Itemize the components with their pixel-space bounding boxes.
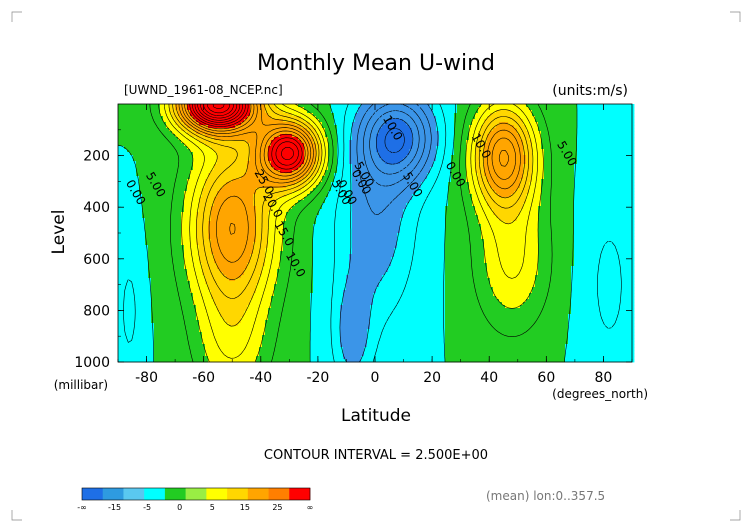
- contour-line: [194, 103, 294, 160]
- colorbar-swatch: [144, 488, 166, 500]
- colorbar-swatch: [102, 488, 124, 500]
- contour-line: [369, 110, 420, 175]
- contour-interval-note: CONTOUR INTERVAL = 2.500E+00: [264, 448, 488, 463]
- x-tick-label: 0: [371, 370, 380, 386]
- colorbar-swatch: [82, 488, 104, 500]
- x-tick-label: 20: [423, 370, 441, 386]
- contour-line: [117, 103, 578, 363]
- colorbar-swatch: [206, 488, 228, 500]
- contour-line: [123, 103, 622, 363]
- y-axis-title: Level: [49, 210, 69, 255]
- contour-line: [168, 103, 534, 327]
- colorbar-label: -∞: [77, 503, 87, 512]
- colorbar-label: 25: [272, 503, 282, 512]
- contour-line: [186, 103, 306, 174]
- colorbar-swatch: [227, 488, 249, 500]
- colorbar-label: -5: [143, 503, 151, 512]
- contour-line: [192, 103, 299, 166]
- colorbar-label: 5: [210, 503, 215, 512]
- y-tick-label: 200: [83, 149, 110, 165]
- contour-line: [164, 103, 538, 359]
- x-tick-label: 60: [537, 370, 555, 386]
- x-units-label: (degrees_north): [552, 387, 648, 401]
- crop-mark-tl: [11, 11, 22, 22]
- y-units-label: (millibar): [54, 378, 108, 392]
- dataset-label: [UWND_1961-08_NCEP.nc]: [124, 83, 283, 97]
- contour-line: [376, 118, 414, 165]
- colorbar-swatch: [164, 488, 186, 500]
- y-tick-label: 400: [83, 200, 110, 216]
- contour-line: [172, 103, 529, 299]
- x-tick-label: -80: [135, 370, 158, 386]
- colorbar-label: ∞: [307, 503, 314, 512]
- colorbar: -∞ -15 -5 0 5 15 25 ∞: [77, 487, 314, 512]
- contour-line: [149, 103, 553, 363]
- colorbar-label: 0: [177, 503, 182, 512]
- contour-lines: [117, 103, 622, 363]
- colorbar-swatch: [185, 488, 207, 500]
- x-axis-title: Latitude: [341, 406, 411, 426]
- contour-line: [207, 103, 230, 114]
- y-tick-label: 1000: [74, 355, 110, 371]
- colorbar-label: -15: [108, 503, 121, 512]
- chart-title: Monthly Mean U-wind: [257, 51, 495, 76]
- units-label: (units:m/s): [552, 83, 628, 99]
- y-axis-ticks: 200 400 600 800 1000: [74, 129, 632, 371]
- colorbar-swatch: [289, 488, 311, 500]
- contour-line: [189, 103, 303, 170]
- colorbar-label: 15: [240, 503, 250, 512]
- crop-mark-br: [730, 510, 741, 521]
- contour-line: [384, 128, 405, 153]
- y-tick-label: 800: [83, 303, 110, 319]
- contour-line: [178, 103, 521, 263]
- contour-line: [175, 103, 525, 280]
- contour-line: [181, 103, 516, 235]
- colorbar-swatch: [247, 488, 269, 500]
- crop-mark-tr: [730, 11, 741, 22]
- colorbar-swatch: [123, 488, 145, 500]
- x-tick-label: -20: [306, 370, 329, 386]
- x-axis-ticks: -80 -60 -40 -20 0 20 40 60 80: [117, 104, 633, 386]
- contour-line: [356, 103, 432, 215]
- footer-note: (mean) lon:0..357.5: [486, 489, 605, 503]
- colorbar-frame: [81, 487, 311, 501]
- y-tick-label: 600: [83, 252, 110, 268]
- x-tick-label: 80: [595, 370, 613, 386]
- contour-line: [200, 103, 238, 119]
- crop-mark-bl: [11, 510, 22, 521]
- contour-line: [197, 103, 241, 121]
- contour-line: [339, 103, 439, 363]
- contour-line: [158, 103, 544, 363]
- contour-line: [184, 103, 509, 177]
- x-tick-label: -60: [192, 370, 215, 386]
- x-tick-label: -40: [249, 370, 272, 386]
- colorbar-swatch: [268, 488, 290, 500]
- heatmap-field: [118, 104, 635, 363]
- contour-line: [363, 103, 426, 187]
- x-tick-label: 40: [480, 370, 498, 386]
